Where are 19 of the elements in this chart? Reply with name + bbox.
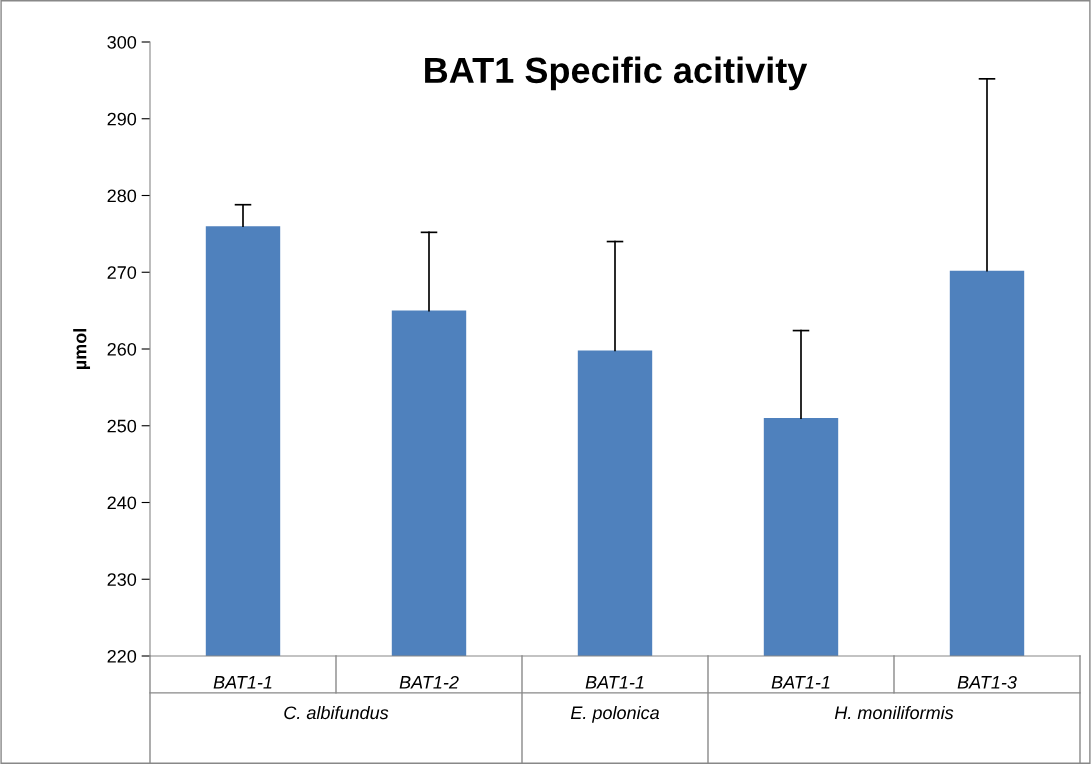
y-tick-label: 220 — [107, 649, 137, 663]
y-tick-label: 300 — [107, 35, 137, 49]
chart-title: BAT1 Specific acitivity — [425, 56, 808, 91]
x-tick-label: BAT1-2 — [399, 675, 459, 689]
y-tick-label: 270 — [107, 266, 137, 279]
x-tick-label: BAT1-1 — [585, 676, 644, 689]
y-tick-label: 230 — [107, 573, 137, 586]
x-tick-label: BAT1-1 — [213, 676, 272, 689]
y-tick-label: 260 — [107, 342, 137, 356]
y-tick-label: 280 — [107, 189, 137, 203]
text: E. polonica — [570, 705, 660, 723]
y-axis-title: µmol — [73, 329, 91, 370]
text: C. albifundus — [284, 705, 389, 720]
x-tick-label: BAT1-1 — [771, 676, 830, 689]
text: H. moniliformis — [834, 705, 954, 720]
y-tick-label: 240 — [107, 496, 137, 510]
y-tick-label: 250 — [107, 419, 137, 433]
x-tick-label: BAT1-3 — [957, 675, 1017, 689]
y-tick-label: 290 — [107, 112, 137, 126]
